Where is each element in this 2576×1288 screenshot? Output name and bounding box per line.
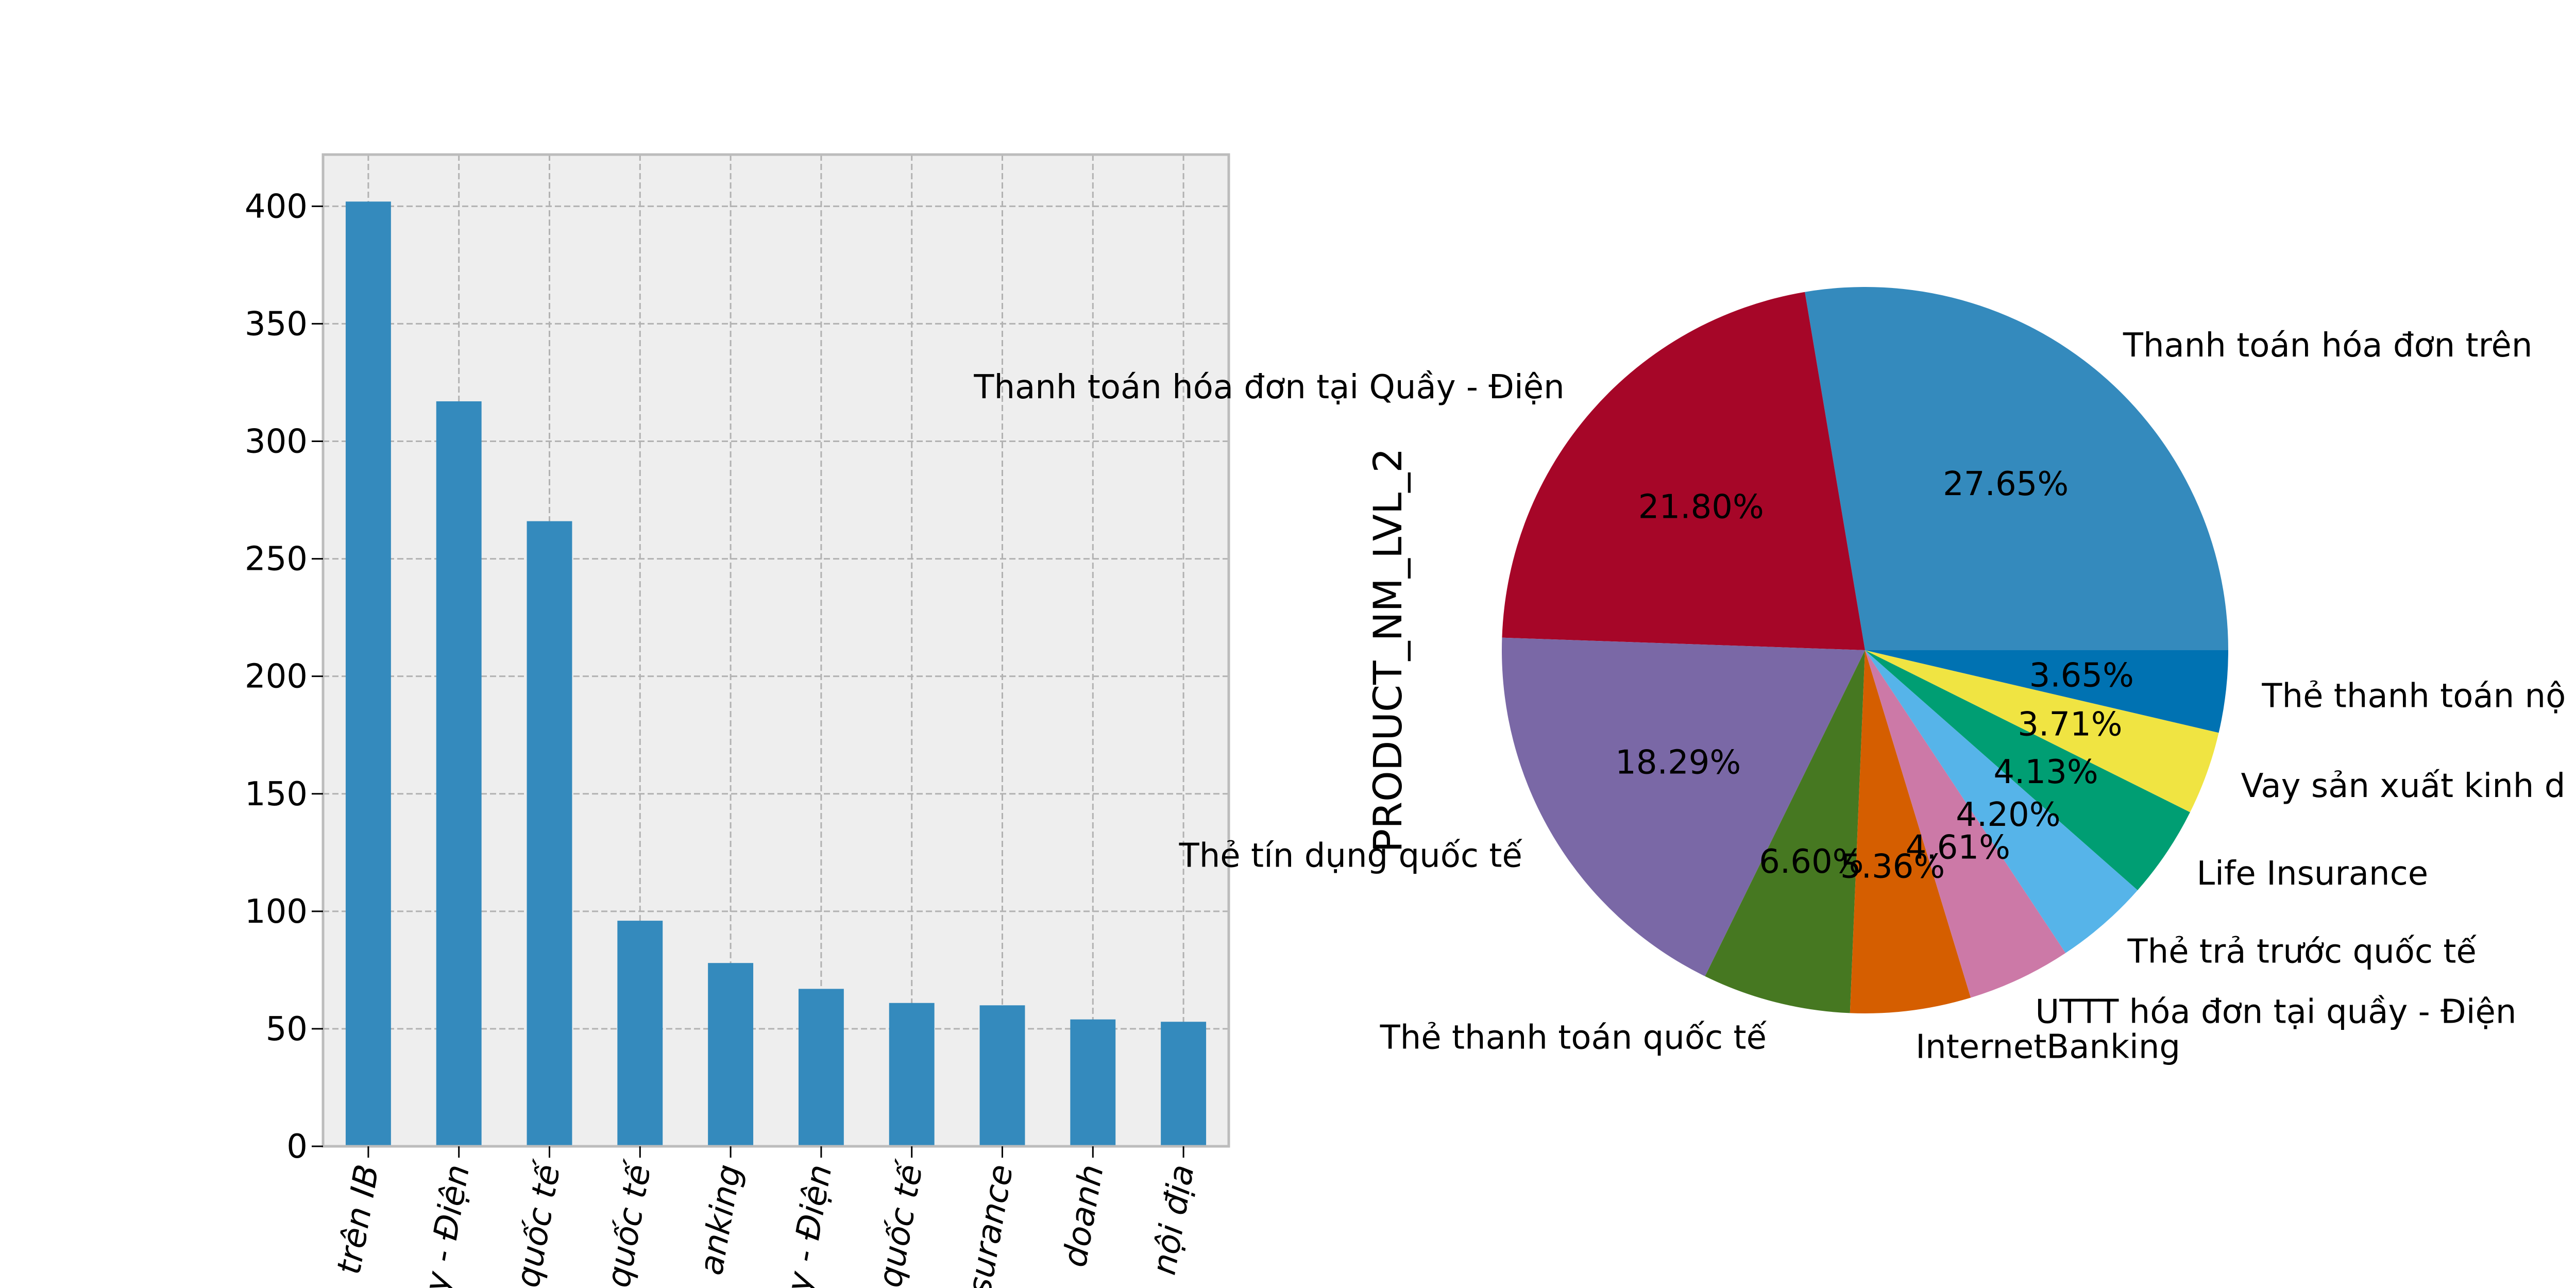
bar <box>436 401 482 1146</box>
bar-ytick-label: 0 <box>286 1128 308 1166</box>
bar <box>345 201 391 1147</box>
pie-slice <box>1865 650 2190 890</box>
bar <box>798 989 844 1146</box>
pie-pct-label: 5.36% <box>1840 848 1945 886</box>
bar <box>617 921 663 1146</box>
pie-pct-label: 3.65% <box>2029 656 2134 694</box>
bar <box>708 963 754 1146</box>
pie-pct-label: 4.20% <box>1956 796 2060 834</box>
pie-pct-label: 4.61% <box>1906 829 2010 867</box>
bar-axes-frame <box>321 153 1230 1148</box>
pie-ylabel: PRODUCT_NM_LVL_2 <box>1365 448 1411 852</box>
pie-slice <box>1865 650 2066 998</box>
pie-slice-label: Thanh toán hóa đơn trên <box>2123 327 2533 365</box>
pie-slice <box>1502 292 1865 650</box>
pie-slice <box>1502 637 1865 976</box>
pie-pct-label: 3.71% <box>2018 705 2122 743</box>
pie-slice <box>1865 650 2228 733</box>
pie-slice-label: UTTT hóa đơn tại quầy - Điện <box>2035 993 2516 1031</box>
pie-pct-label: 27.65% <box>1943 465 2069 503</box>
pie-slice <box>1865 650 2138 953</box>
bar-ytick-label: 400 <box>245 188 308 226</box>
pie-slice-label: Vay sản xuất kinh d <box>2241 767 2566 805</box>
pie-slice-label: Thẻ thanh toán nộ <box>2261 677 2566 716</box>
bar <box>979 1005 1025 1146</box>
bar-ytick-label: 350 <box>245 305 308 343</box>
bar-ytick-label: 150 <box>245 775 308 814</box>
pie-pct-label: 18.29% <box>1615 743 1741 782</box>
pie-chart: 27.65% Thanh toán hóa đơn trên 21.80% Thanh… <box>973 287 2566 1066</box>
pie-pct-label: 21.80% <box>1638 488 1764 526</box>
pie-slice-label: Thẻ tín dụng quốc tế <box>1179 837 1523 875</box>
bar-ytick-label: 250 <box>245 540 308 579</box>
pie-slice-label: Thanh toán hóa đơn tại Quầy - Điện <box>973 368 1564 406</box>
pie-slice <box>1805 287 2228 650</box>
bar <box>889 1003 935 1146</box>
pie-slice <box>1865 650 2219 812</box>
bar <box>1070 1019 1116 1146</box>
bar-ytick-label: 200 <box>245 658 308 696</box>
bar-ytick-label: 100 <box>245 893 308 931</box>
pie-pct-label: 4.13% <box>1993 753 2098 791</box>
pie-slice-label: Thẻ thanh toán quốc tế <box>1380 1019 1767 1057</box>
pie-pct-label: 6.60% <box>1759 843 1863 881</box>
bar <box>1161 1022 1207 1146</box>
pie-slice <box>1850 650 1971 1013</box>
pie-slice-label: Life Insurance <box>2196 855 2428 893</box>
pie-slice <box>1705 650 1865 1013</box>
bar-ytick-label: 50 <box>266 1010 308 1048</box>
pie-slice-label: Thẻ trả trước quốc tế <box>2127 933 2477 971</box>
pie-slice-label: InternetBanking <box>1916 1028 2180 1066</box>
bar-ytick-label: 300 <box>245 423 308 461</box>
bar <box>527 521 572 1147</box>
